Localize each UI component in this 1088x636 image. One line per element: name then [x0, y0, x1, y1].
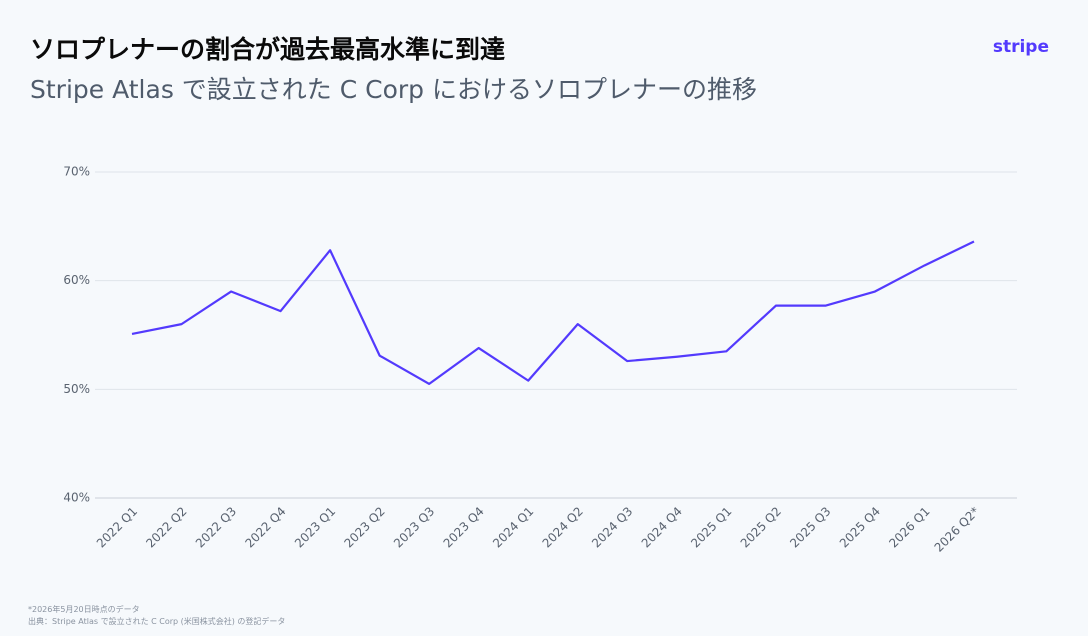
x-tick-label: 2024 Q2 [540, 504, 586, 550]
x-tick-label: 2024 Q1 [490, 504, 536, 550]
x-tick-label: 2025 Q4 [837, 504, 883, 550]
y-tick-label: 50% [63, 382, 90, 396]
chart-title: ソロプレナーの割合が過去最高水準に到達 [30, 35, 505, 64]
x-tick-label: 2026 Q1 [886, 504, 932, 550]
x-tick-label: 2025 Q2 [738, 504, 784, 550]
y-tick-label: 70% [63, 165, 90, 179]
y-tick-label: 60% [63, 273, 90, 287]
x-tick-label: 2022 Q4 [242, 504, 288, 550]
data-line [131, 240, 975, 385]
x-tick-label: 2023 Q2 [341, 504, 387, 550]
x-tick-label: 2026 Q2* [932, 504, 983, 555]
footnote: *2026年5月20日時点のデータ [28, 604, 140, 614]
x-tick-label: 2023 Q1 [292, 504, 338, 550]
chart-subtitle: Stripe Atlas で設立された C Corp におけるソロプレナーの推移 [30, 75, 757, 104]
logo: stripe [993, 37, 1049, 57]
x-tick-label: 2024 Q3 [589, 504, 635, 550]
y-tick-label: 40% [63, 491, 90, 505]
x-tick-label: 2024 Q4 [639, 504, 685, 550]
x-tick-label: 2023 Q4 [441, 504, 487, 550]
x-tick-label: 2022 Q3 [193, 504, 239, 550]
footnote: 出典：Stripe Atlas で設立された C Corp (米国株式会社) の… [28, 616, 285, 626]
x-tick-label: 2023 Q3 [391, 504, 437, 550]
x-tick-label: 2022 Q2 [143, 504, 189, 550]
x-tick-label: 2022 Q1 [94, 504, 140, 550]
x-tick-label: 2025 Q3 [787, 504, 833, 550]
x-tick-label: 2025 Q1 [688, 504, 734, 550]
